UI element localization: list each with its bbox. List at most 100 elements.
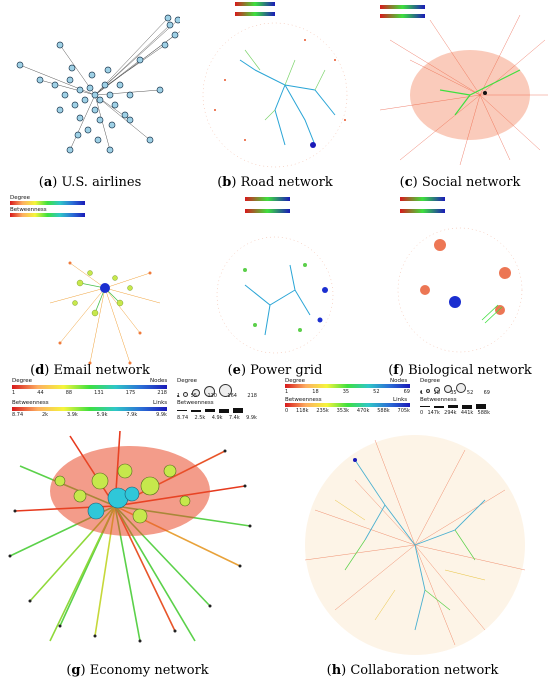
tick: 705k [397,408,410,414]
tick: 18 [433,390,440,396]
tick: 18 [312,389,319,395]
legend-betweenness-title-2: Betweenness [177,400,214,406]
betweenness-ticks: 8.74 2k 3.9k 5.9k 7.9k 9.9k [12,412,167,418]
node-size-dot [434,387,440,393]
caption-letter: g [71,663,81,678]
tick: 164 [227,393,237,399]
tick: 8.74 [12,412,24,418]
link-ticks: 0 147k 294k 441k 588k [420,410,490,416]
caption-a: (a) U.S. airlines [38,175,142,190]
tick: 218 [157,390,167,396]
panel-d: Degree Betweenness (d) Email network [0,195,180,385]
collaboration-network-graph [304,435,526,655]
caption-g: (g) Economy network [66,663,209,678]
tick: 55 [190,393,197,399]
tick: 52 [466,390,474,396]
link-width-sample [476,404,486,409]
caption-label: Collaboration network [350,663,499,678]
tick: 118k [296,408,309,414]
degree-colorbar [10,201,85,205]
degree-colorbar [285,384,410,388]
link-width-sample [448,405,458,408]
tick: 147k [427,410,440,416]
caption-label: Power grid [250,363,323,378]
link-width-sample [420,406,430,407]
node-size-dot [183,392,188,397]
node-size-dot [219,384,232,397]
tick: 470k [356,408,370,414]
node-size-dot [444,385,452,393]
email-network-graph [49,261,161,365]
node-size-dot [426,389,430,393]
link-width-sample [205,409,215,412]
caption-b: (b) Road network [217,175,333,190]
panel-g: Degree Nodes 1 44 88 131 175 218 Between… [0,378,275,687]
panel-e: (e) Power grid [185,195,365,385]
social-network-graph [379,5,548,166]
tick: 3.9k [66,412,78,418]
economy-network-graph [8,430,252,643]
airlines-graph [16,14,180,154]
legend-nodes-title: Nodes [150,378,168,384]
betweenness-colorbar [12,407,167,411]
tick: 4.9k [211,415,223,421]
caption-h: (h) Collaboration network [326,663,499,678]
degree-ticks: 1 44 88 131 175 218 [12,390,167,396]
panel-h: Degree Nodes 1 18 35 52 69 Betweenness L… [275,378,550,687]
tick: 441k [460,410,474,416]
legend-degree-title: Degree [12,378,33,384]
caption-letter: e [232,363,241,378]
tick: 235k [316,408,329,414]
tick: 69 [483,390,490,396]
tick: 1 [420,390,424,396]
tick: 353k [336,408,350,414]
link-ticks: 8.74 2.5k 4.9k 7.4k 9.9k [177,415,257,421]
tick: 131 [94,390,104,396]
biological-network-graph [397,197,523,353]
tick: 2.5k [194,415,206,421]
caption-d: (d) Email network [30,363,150,378]
tick: 35 [450,390,457,396]
caption-label: Economy network [89,663,209,678]
link-width-legend [420,404,490,409]
degree-ticks: 1 18 35 52 69 [285,389,410,395]
link-width-sample [191,409,201,412]
caption-letter: d [35,363,45,378]
caption-label: Road network [240,175,333,190]
legend-betweenness-title: Betweenness [10,207,47,213]
tick: 35 [342,389,350,395]
caption-letter: f [393,363,399,378]
power-grid-graph [216,197,334,354]
legend-links-title: Links [393,397,408,403]
node-size-legend [177,384,236,397]
node-size-legend [420,383,470,393]
node-ticks: 1 18 35 52 69 [420,390,490,396]
caption-label: U.S. airlines [61,175,142,190]
link-width-legend [177,408,247,413]
panel-f: (f) Biological network [370,195,550,385]
link-width-sample [177,410,187,411]
tick: 0 [420,410,424,416]
legend-degree-title-2: Degree [177,378,198,384]
caption-c: (c) Social network [399,175,521,190]
legend-degree-title: Degree [285,378,306,384]
tick: 1 [285,389,289,395]
caption-f: (f) Biological network [388,363,532,378]
node-size-dot [456,383,466,393]
tick: 1 [12,390,16,396]
node-size-dot [204,386,215,397]
tick: 588k [477,410,490,416]
betweenness-colorbar [285,403,410,407]
tick: 5.9k [96,412,108,418]
legend-degree-title: Degree [10,195,31,201]
caption-e: (e) Power grid [227,363,323,378]
tick: 2k [42,412,49,418]
tick: 0 [285,408,289,414]
caption-label: Biological network [408,363,532,378]
tick: 8.74 [177,415,189,421]
tick: 218 [247,393,257,399]
tick: 7.9k [126,412,138,418]
link-width-sample [233,408,243,413]
caption-label: Social network [421,175,521,190]
caption-letter: c [404,175,413,190]
